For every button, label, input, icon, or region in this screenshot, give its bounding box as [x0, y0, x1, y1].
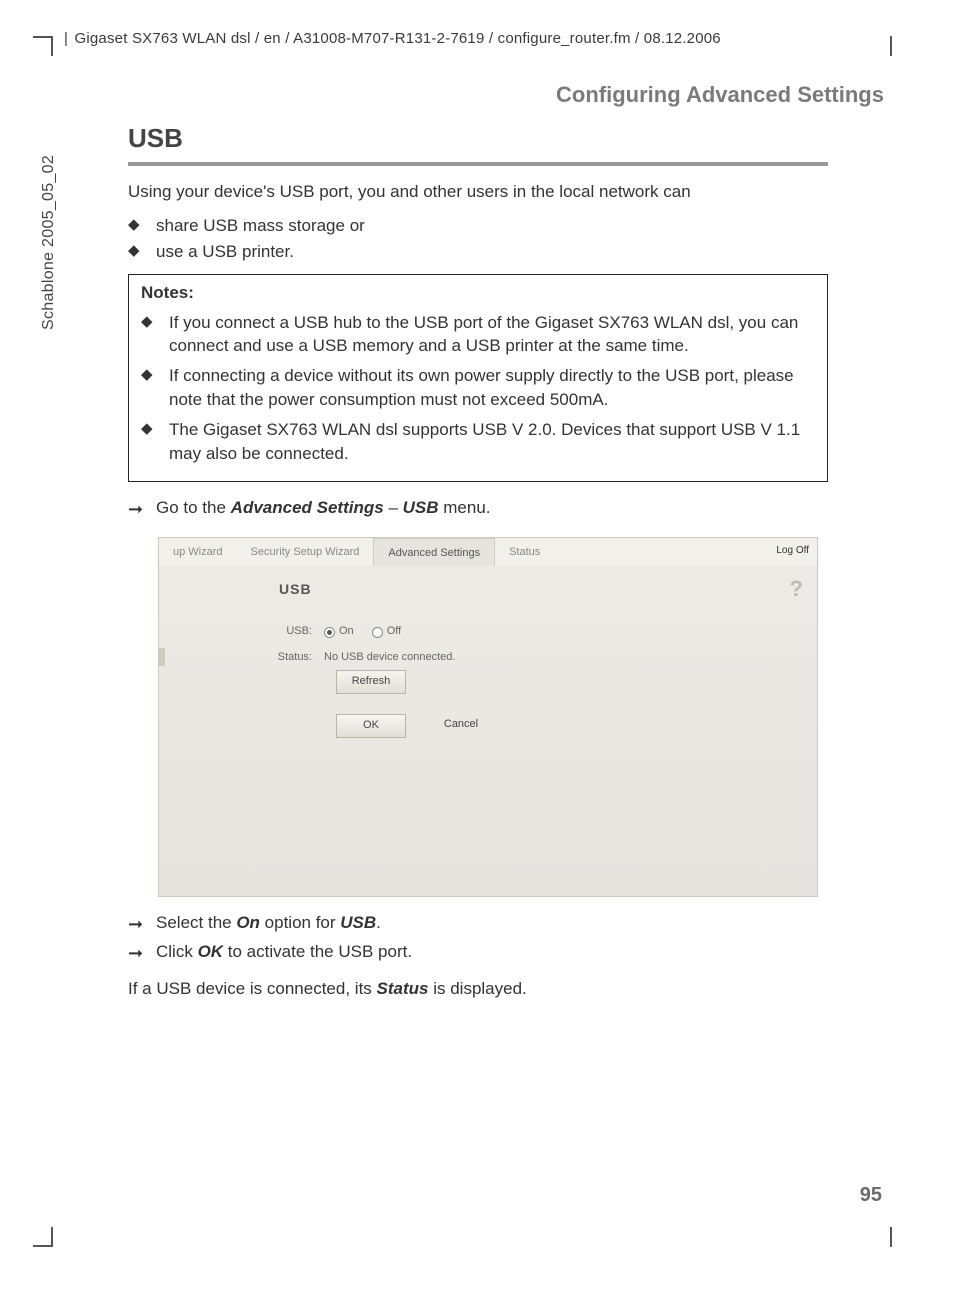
- step-list: ➞ Select the On option for USB. ➞ Click …: [128, 911, 828, 967]
- step-list: ➞ Go to the Advanced Settings – USB menu…: [128, 496, 828, 523]
- tab-advanced-settings[interactable]: Advanced Settings: [373, 538, 495, 566]
- help-icon[interactable]: ?: [790, 574, 803, 605]
- step-item: ➞ Go to the Advanced Settings – USB menu…: [128, 496, 828, 523]
- usb-radio-group: On Off: [324, 624, 401, 639]
- radio-on[interactable]: On: [324, 624, 354, 639]
- arrow-icon: ➞: [128, 496, 156, 523]
- refresh-row: Refresh: [336, 670, 406, 693]
- list-item: ◆ The Gigaset SX763 WLAN dsl supports US…: [141, 418, 815, 466]
- intro-bullet-list: ◆ share USB mass storage or ◆ use a USB …: [128, 214, 828, 264]
- intro-paragraph: Using your device's USB port, you and ot…: [128, 180, 828, 204]
- diamond-icon: ◆: [128, 240, 156, 264]
- diamond-icon: ◆: [141, 418, 169, 441]
- ok-cancel-row: OK Cancel: [336, 714, 496, 737]
- usb-label: USB:: [219, 624, 324, 639]
- radio-off[interactable]: Off: [372, 624, 401, 639]
- crop-mark: [33, 36, 53, 38]
- notes-title: Notes:: [141, 281, 815, 305]
- note-text: If connecting a device without its own p…: [169, 364, 815, 412]
- header-file: configure_router.fm: [498, 30, 631, 47]
- page-content: USB Using your device's USB port, you an…: [128, 120, 828, 1011]
- header-partno: A31008-M707-R131-2-7619: [293, 30, 484, 47]
- list-item: ◆ If you connect a USB hub to the USB po…: [141, 311, 815, 359]
- tab-setup-wizard[interactable]: up Wizard: [159, 538, 237, 566]
- header-product: Gigaset SX763 WLAN dsl: [74, 30, 250, 47]
- diamond-icon: ◆: [141, 311, 169, 334]
- refresh-button[interactable]: Refresh: [336, 670, 406, 693]
- note-text: If you connect a USB hub to the USB port…: [169, 311, 815, 359]
- note-text: The Gigaset SX763 WLAN dsl supports USB …: [169, 418, 815, 466]
- chapter-title: Configuring Advanced Settings: [556, 82, 884, 108]
- radio-icon: [372, 627, 383, 638]
- usb-row: USB: On Off: [219, 624, 401, 639]
- crop-mark: [890, 36, 892, 56]
- list-item: ◆ If connecting a device without its own…: [141, 364, 815, 412]
- running-header: | Gigaset SX763 WLAN dsl / en / A31008-M…: [62, 30, 721, 47]
- step-text: Select the On option for USB.: [156, 911, 828, 938]
- router-ui-screenshot: up Wizard Security Setup Wizard Advanced…: [158, 537, 818, 897]
- crop-mark: [33, 1245, 53, 1247]
- heading-rule: [128, 162, 828, 166]
- crop-mark: [51, 36, 53, 56]
- template-stamp: Schablone 2005_05_02: [40, 155, 58, 330]
- arrow-icon: ➞: [128, 911, 156, 938]
- step-item: ➞ Select the On option for USB.: [128, 911, 828, 938]
- arrow-icon: ➞: [128, 940, 156, 967]
- tab-status[interactable]: Status: [495, 538, 554, 566]
- crop-mark: [890, 1227, 892, 1247]
- radio-icon: [324, 627, 335, 638]
- step-text: Click OK to activate the USB port.: [156, 940, 828, 967]
- step-text: Go to the Advanced Settings – USB menu.: [156, 496, 828, 523]
- tab-security-wizard[interactable]: Security Setup Wizard: [237, 538, 374, 566]
- notes-box: Notes: ◆ If you connect a USB hub to the…: [128, 274, 828, 483]
- section-heading: USB: [128, 120, 828, 156]
- diamond-icon: ◆: [128, 214, 156, 238]
- crop-mark: [51, 1227, 53, 1247]
- list-item: ◆ share USB mass storage or: [128, 214, 828, 238]
- status-value: No USB device connected.: [324, 650, 455, 665]
- status-row: Status: No USB device connected.: [219, 650, 455, 665]
- bullet-text: share USB mass storage or: [156, 214, 828, 238]
- cancel-button[interactable]: Cancel: [426, 714, 496, 737]
- diamond-icon: ◆: [141, 364, 169, 387]
- status-label: Status:: [219, 650, 324, 665]
- sidebar-stub: [159, 648, 165, 666]
- bullet-text: use a USB printer.: [156, 240, 828, 264]
- radio-on-label: On: [339, 624, 354, 639]
- step-item: ➞ Click OK to activate the USB port.: [128, 940, 828, 967]
- final-paragraph: If a USB device is connected, its Status…: [128, 977, 828, 1001]
- radio-off-label: Off: [387, 624, 401, 639]
- page-number: 95: [860, 1184, 882, 1207]
- panel-title: USB: [279, 580, 312, 600]
- ok-button[interactable]: OK: [336, 714, 406, 737]
- header-lang: en: [264, 30, 281, 47]
- tab-bar: up Wizard Security Setup Wizard Advanced…: [159, 538, 817, 566]
- logoff-link[interactable]: Log Off: [776, 544, 809, 558]
- list-item: ◆ use a USB printer.: [128, 240, 828, 264]
- header-date: 08.12.2006: [644, 30, 721, 47]
